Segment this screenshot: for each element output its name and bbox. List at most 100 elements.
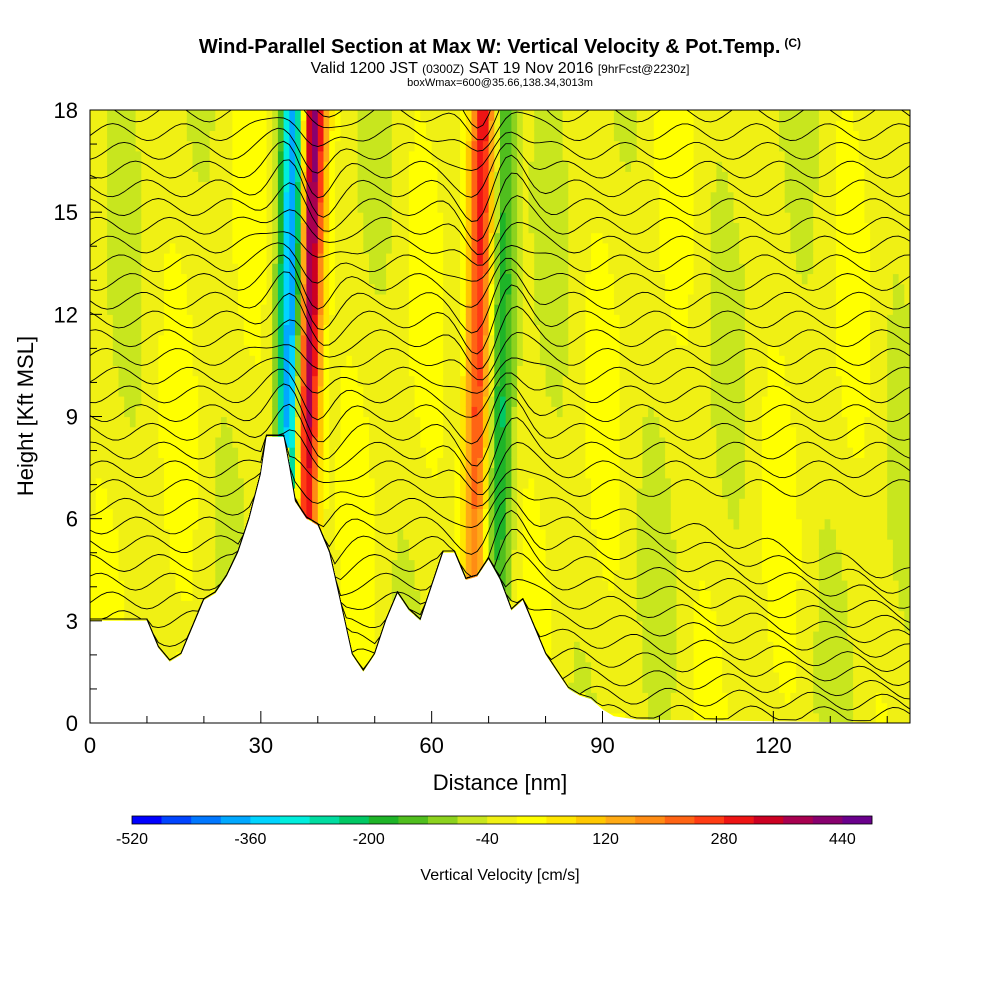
velocity-cell (226, 232, 233, 244)
velocity-cell (391, 150, 399, 162)
velocity-cell (124, 385, 131, 397)
velocity-cell (471, 171, 478, 183)
velocity-cell (198, 212, 205, 223)
velocity-cell (124, 590, 131, 601)
velocity-cell (522, 508, 530, 520)
velocity-cell (283, 314, 290, 326)
velocity-cell (591, 304, 598, 315)
velocity-cell (334, 304, 342, 315)
velocity-cell (448, 396, 456, 407)
velocity-cell (551, 416, 558, 428)
velocity-cell (539, 580, 547, 591)
velocity-cell (198, 150, 205, 162)
velocity-cell (135, 314, 142, 326)
velocity-cell (357, 130, 364, 142)
velocity-cell (351, 457, 359, 469)
velocity-cell (511, 293, 518, 305)
velocity-cell (295, 304, 302, 315)
velocity-cell (574, 181, 581, 193)
velocity-cell (146, 263, 154, 275)
velocity-cell (522, 375, 530, 387)
velocity-cell (596, 171, 604, 183)
velocity-cell (346, 498, 353, 509)
velocity-cell (443, 324, 450, 336)
velocity-cell (283, 232, 290, 244)
velocity-cell (260, 304, 268, 315)
velocity-cell (340, 396, 347, 407)
velocity-cell (482, 396, 490, 407)
velocity-cell (448, 436, 456, 448)
velocity-cell (488, 385, 495, 397)
velocity-cell (642, 671, 649, 683)
velocity-cell (408, 181, 416, 193)
velocity-cell (363, 304, 370, 315)
velocity-cell (460, 283, 467, 295)
velocity-cell (431, 130, 438, 142)
velocity-cell (95, 569, 102, 581)
velocity-cell (135, 355, 142, 366)
velocity-cell (414, 130, 421, 142)
velocity-cell (574, 273, 581, 285)
velocity-cell (334, 365, 342, 377)
velocity-cell (169, 191, 176, 203)
velocity-cell (369, 355, 376, 366)
velocity-cell (460, 385, 467, 397)
velocity-cell (124, 242, 131, 254)
velocity-cell (454, 406, 461, 418)
velocity-cell (164, 528, 171, 540)
velocity-cell (369, 181, 376, 193)
velocity-cell (260, 273, 268, 285)
velocity-cell (636, 273, 643, 285)
velocity-cell (374, 559, 381, 571)
velocity-cell (124, 110, 131, 121)
velocity-cell (574, 682, 581, 693)
velocity-cell (528, 457, 535, 469)
velocity-cell (221, 539, 228, 550)
velocity-cell (232, 232, 239, 244)
velocity-cell (152, 620, 159, 632)
velocity-cell (619, 130, 626, 142)
velocity-cell (568, 110, 575, 121)
velocity-cell (146, 508, 154, 520)
velocity-cell (465, 201, 473, 213)
velocity-cell (465, 273, 473, 285)
velocity-cell (602, 651, 609, 663)
velocity-cell (556, 171, 564, 183)
velocity-cell (181, 600, 188, 612)
velocity-cell (272, 130, 279, 142)
velocity-cell (369, 610, 376, 622)
velocity-cell (329, 498, 336, 509)
velocity-cell (186, 355, 194, 366)
velocity-cell (522, 171, 530, 183)
velocity-cell (323, 355, 330, 366)
velocity-cell (585, 416, 592, 428)
velocity-cell (408, 253, 416, 264)
velocity-cell (386, 324, 393, 336)
velocity-cell (574, 201, 581, 213)
velocity-cell (346, 549, 353, 561)
velocity-cell (397, 467, 404, 479)
velocity-cell (249, 345, 256, 356)
velocity-cell (391, 488, 399, 499)
velocity-cell (408, 212, 416, 223)
velocity-cell (579, 201, 586, 213)
velocity-cell (112, 191, 120, 203)
velocity-cell (545, 171, 552, 183)
velocity-cell (334, 242, 342, 254)
velocity-cell (619, 201, 626, 213)
velocity-cell (505, 212, 512, 223)
velocity-cell (289, 273, 296, 285)
velocity-cell (460, 508, 467, 520)
velocity-cell (124, 518, 131, 530)
velocity-cell (226, 324, 233, 336)
velocity-cell (186, 477, 194, 489)
velocity-cell (602, 263, 609, 275)
velocity-cell (317, 273, 325, 285)
velocity-cell (306, 457, 313, 469)
velocity-cell (602, 610, 609, 622)
velocity-cell (585, 590, 592, 601)
velocity-cell (619, 498, 626, 509)
velocity-cell (431, 232, 438, 244)
velocity-cell (659, 477, 666, 489)
velocity-cell (186, 201, 194, 213)
